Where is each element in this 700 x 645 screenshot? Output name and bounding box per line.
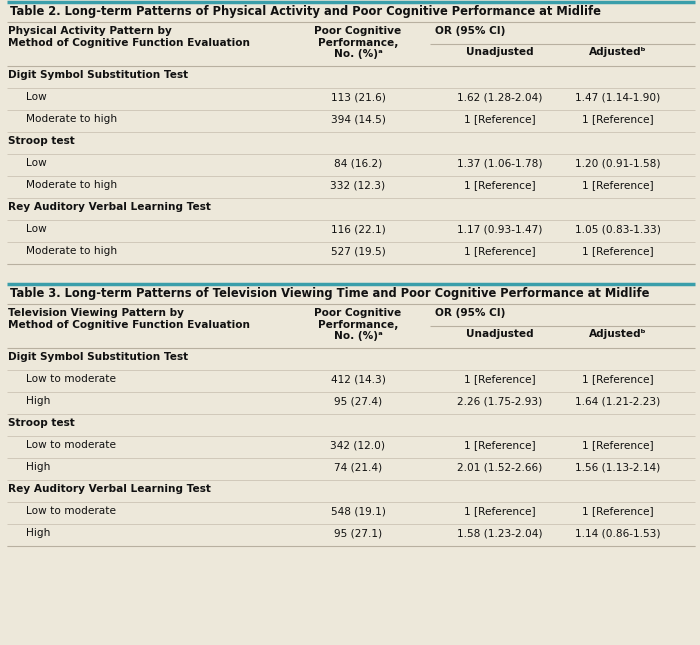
Text: 1.20 (0.91-1.58): 1.20 (0.91-1.58)	[575, 158, 661, 168]
Text: 2.01 (1.52-2.66): 2.01 (1.52-2.66)	[457, 462, 542, 472]
Text: Poor Cognitive
Performance,
No. (%)ᵃ: Poor Cognitive Performance, No. (%)ᵃ	[314, 26, 402, 59]
Text: 113 (21.6): 113 (21.6)	[330, 92, 386, 102]
Text: Moderate to high: Moderate to high	[26, 180, 117, 190]
Text: Low: Low	[26, 92, 47, 102]
Text: 2.26 (1.75-2.93): 2.26 (1.75-2.93)	[457, 396, 542, 406]
Text: 95 (27.4): 95 (27.4)	[334, 396, 382, 406]
Text: Adjustedᵇ: Adjustedᵇ	[589, 329, 647, 339]
Text: High: High	[26, 396, 50, 406]
Text: Stroop test: Stroop test	[8, 418, 75, 428]
Text: Table 3. Long-term Patterns of Television Viewing Time and Poor Cognitive Perfor: Table 3. Long-term Patterns of Televisio…	[10, 287, 650, 300]
Text: 1.56 (1.13-2.14): 1.56 (1.13-2.14)	[575, 462, 661, 472]
Text: Rey Auditory Verbal Learning Test: Rey Auditory Verbal Learning Test	[8, 484, 211, 494]
Text: 1 [Reference]: 1 [Reference]	[464, 246, 536, 256]
Text: 116 (22.1): 116 (22.1)	[330, 224, 386, 234]
Text: 1.05 (0.83-1.33): 1.05 (0.83-1.33)	[575, 224, 661, 234]
Text: 95 (27.1): 95 (27.1)	[334, 528, 382, 538]
Text: 1.58 (1.23-2.04): 1.58 (1.23-2.04)	[457, 528, 542, 538]
Text: Low to moderate: Low to moderate	[26, 440, 116, 450]
Text: Stroop test: Stroop test	[8, 136, 75, 146]
Text: 1.64 (1.21-2.23): 1.64 (1.21-2.23)	[575, 396, 661, 406]
Text: 1.17 (0.93-1.47): 1.17 (0.93-1.47)	[457, 224, 542, 234]
Text: Digit Symbol Substitution Test: Digit Symbol Substitution Test	[8, 70, 188, 80]
Text: Rey Auditory Verbal Learning Test: Rey Auditory Verbal Learning Test	[8, 202, 211, 212]
Text: 394 (14.5): 394 (14.5)	[330, 114, 386, 124]
Text: 548 (19.1): 548 (19.1)	[330, 506, 386, 516]
Text: 1.37 (1.06-1.78): 1.37 (1.06-1.78)	[457, 158, 542, 168]
Text: 84 (16.2): 84 (16.2)	[334, 158, 382, 168]
Text: 1 [Reference]: 1 [Reference]	[582, 246, 654, 256]
Text: 74 (21.4): 74 (21.4)	[334, 462, 382, 472]
Text: Physical Activity Pattern by
Method of Cognitive Function Evaluation: Physical Activity Pattern by Method of C…	[8, 26, 250, 48]
Text: 412 (14.3): 412 (14.3)	[330, 374, 386, 384]
Text: 1 [Reference]: 1 [Reference]	[464, 180, 536, 190]
Text: Table 2. Long-term Patterns of Physical Activity and Poor Cognitive Performance : Table 2. Long-term Patterns of Physical …	[10, 5, 601, 18]
Text: Low to moderate: Low to moderate	[26, 506, 116, 516]
Text: Low: Low	[26, 224, 47, 234]
Text: 1 [Reference]: 1 [Reference]	[582, 114, 654, 124]
Text: 1 [Reference]: 1 [Reference]	[464, 114, 536, 124]
Text: Unadjusted: Unadjusted	[466, 329, 534, 339]
Text: 1 [Reference]: 1 [Reference]	[582, 440, 654, 450]
Text: 1.47 (1.14-1.90): 1.47 (1.14-1.90)	[575, 92, 661, 102]
Text: 332 (12.3): 332 (12.3)	[330, 180, 386, 190]
Text: 1 [Reference]: 1 [Reference]	[582, 180, 654, 190]
Text: Unadjusted: Unadjusted	[466, 47, 534, 57]
Text: OR (95% CI): OR (95% CI)	[435, 308, 505, 318]
Text: 342 (12.0): 342 (12.0)	[330, 440, 386, 450]
Text: 1 [Reference]: 1 [Reference]	[582, 506, 654, 516]
Text: 527 (19.5): 527 (19.5)	[330, 246, 386, 256]
Text: Television Viewing Pattern by
Method of Cognitive Function Evaluation: Television Viewing Pattern by Method of …	[8, 308, 250, 330]
Text: Poor Cognitive
Performance,
No. (%)ᵃ: Poor Cognitive Performance, No. (%)ᵃ	[314, 308, 402, 341]
Text: 1 [Reference]: 1 [Reference]	[464, 374, 536, 384]
Text: 1.62 (1.28-2.04): 1.62 (1.28-2.04)	[457, 92, 542, 102]
Text: Adjustedᵇ: Adjustedᵇ	[589, 47, 647, 57]
Text: 1.14 (0.86-1.53): 1.14 (0.86-1.53)	[575, 528, 661, 538]
Text: High: High	[26, 528, 50, 538]
Text: Moderate to high: Moderate to high	[26, 246, 117, 256]
Text: 1 [Reference]: 1 [Reference]	[464, 506, 536, 516]
Text: Digit Symbol Substitution Test: Digit Symbol Substitution Test	[8, 352, 188, 362]
Text: 1 [Reference]: 1 [Reference]	[464, 440, 536, 450]
Text: Low to moderate: Low to moderate	[26, 374, 116, 384]
Text: Low: Low	[26, 158, 47, 168]
Text: 1 [Reference]: 1 [Reference]	[582, 374, 654, 384]
Text: Moderate to high: Moderate to high	[26, 114, 117, 124]
Text: OR (95% CI): OR (95% CI)	[435, 26, 505, 36]
Text: High: High	[26, 462, 50, 472]
